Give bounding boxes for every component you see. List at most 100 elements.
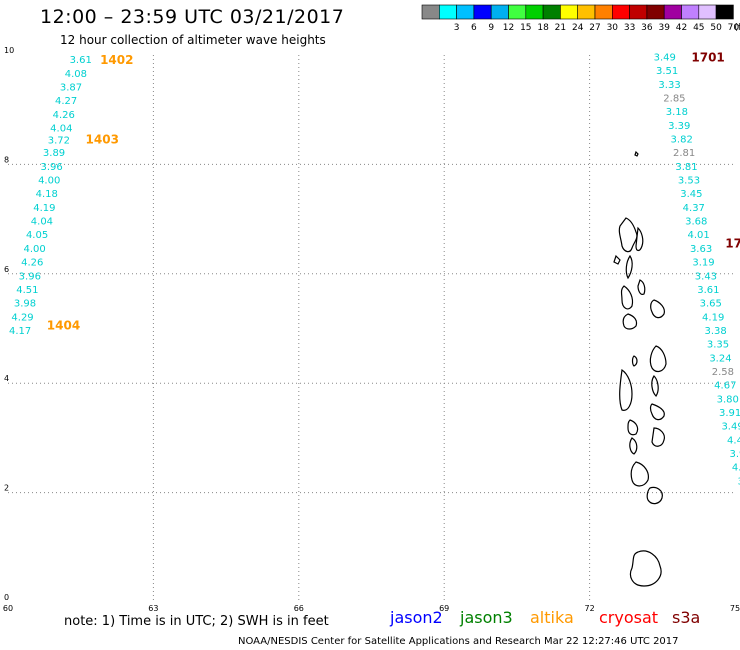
swh-value-label: 3.91: [719, 408, 740, 419]
swh-value-label: 4.27: [55, 96, 77, 107]
swh-value-label: 3.: [737, 476, 740, 487]
swh-value-label: 4.00: [38, 176, 60, 187]
colorbar-swatch: [542, 4, 561, 20]
swh-value-label: 4.00: [24, 244, 46, 255]
colorbar-swatch: [663, 4, 682, 20]
lon-tick-label: 72: [585, 604, 595, 613]
page-title: 12:00 – 23:59 UTC 03/21/2017: [40, 6, 345, 28]
swh-value-label: 3.49: [721, 422, 740, 433]
colorbar-swatch: [577, 4, 596, 20]
swh-value-label: 4.0: [732, 463, 740, 474]
colorbar-swatch: [456, 4, 475, 20]
swh-value-label: 4.19: [702, 312, 724, 323]
lat-tick-label: 10: [4, 46, 14, 55]
colorbar-tick-label: 39: [658, 23, 670, 33]
lat-tick-label: 8: [4, 155, 9, 164]
colorbar-tick-label: 6: [471, 23, 477, 33]
swh-value-label: 3.82: [671, 135, 693, 146]
swh-value-label: 4.04: [50, 124, 72, 135]
footer-credit: NOAA/NESDIS Center for Satellite Applica…: [238, 636, 679, 647]
island-outline: [618, 217, 638, 253]
swh-value-label: 3.45: [680, 189, 702, 200]
swh-value-label: 4.29: [11, 312, 33, 323]
colorbar-swatch: [490, 4, 509, 20]
lon-tick-label: 66: [294, 604, 304, 613]
island-outline: [635, 226, 644, 252]
island-outline: [651, 427, 665, 447]
lat-tick-label: 0: [4, 593, 9, 602]
swh-value-label: 4.26: [53, 110, 75, 121]
island-outline: [622, 313, 638, 330]
swh-value-label: 3.35: [707, 340, 729, 351]
island-outline: [649, 345, 667, 373]
swh-value-label: 4.19: [33, 203, 55, 214]
colorbar-tick-label: 36: [641, 23, 653, 33]
colorbar-tick-label: 18: [537, 23, 549, 33]
maldives-islands: [613, 150, 667, 587]
colorbar-swatch: [611, 4, 630, 20]
colorbar-tick-label: 3: [454, 23, 460, 33]
island-outline: [625, 254, 633, 280]
lon-tick-label: 75: [730, 604, 740, 613]
pass-time-label: 1701: [691, 50, 724, 64]
swh-value-label: 3.68: [685, 217, 707, 228]
island-outline: [637, 279, 646, 295]
island-outline: [634, 150, 639, 157]
colorbar-tick-label: 21: [555, 23, 566, 33]
swh-value-label: 3.63: [690, 244, 712, 255]
mission-altika: altika: [530, 608, 574, 627]
swh-value-label: 3.39: [668, 121, 690, 132]
colorbar-swatch: [508, 4, 527, 20]
swh-value-label: 3.61: [70, 55, 92, 66]
colorbar-tick-label: 9: [488, 23, 494, 33]
island-outline: [630, 461, 649, 487]
island-outline: [627, 419, 639, 436]
pass-time-label: 1404: [47, 319, 80, 333]
footer-note: note: 1) Time is in UTC; 2) SWH is in fe…: [64, 614, 329, 629]
lat-tick-label: 4: [4, 374, 9, 383]
swh-value-label: 3.51: [656, 66, 678, 77]
swh-value-label: 3.24: [709, 353, 731, 364]
colorbar-tick-label: 70: [728, 23, 740, 33]
swh-value-label: 2.85: [663, 93, 685, 104]
colorbar-tick-label: 30: [607, 23, 619, 33]
page-subtitle: 12 hour collection of altimeter wave hei…: [60, 33, 326, 47]
swh-value-label: 3.89: [43, 148, 65, 159]
swh-value-label: 3.43: [695, 271, 717, 282]
swh-value-label: 4.08: [65, 69, 87, 80]
swh-value-label: 4.26: [21, 258, 43, 269]
island-outline: [629, 550, 662, 587]
swh-value-label: 3.19: [692, 258, 714, 269]
swh-value-label: 3.96: [40, 162, 62, 173]
colorbar-tick-label: 15: [520, 23, 531, 33]
mission-s3a: s3a: [672, 608, 701, 627]
swh-value-label: 4.01: [688, 230, 710, 241]
island-outline: [629, 437, 638, 455]
island-outline: [620, 285, 634, 310]
swh-value-label: 4.4: [727, 435, 740, 446]
swh-value-label: 4.04: [31, 217, 53, 228]
swh-value-label: 2.58: [712, 367, 734, 378]
pass-time-label: 17: [725, 236, 740, 250]
colorbar-tick-label: 42: [676, 23, 687, 33]
lon-tick-label: 63: [148, 604, 158, 613]
colorbar-swatch: [594, 4, 613, 20]
colorbar-tick-label: 50: [710, 23, 722, 33]
mission-jason3: jason3: [460, 608, 513, 627]
swh-value-label: 3.65: [700, 299, 722, 310]
swh-value-label: 3.87: [60, 83, 82, 94]
colorbar-swatch: [525, 4, 544, 20]
colorbar-swatch: [681, 4, 700, 20]
colorbar-swatch: [646, 4, 665, 20]
altimeter-track-labels: 3.614.083.874.274.264.043.723.893.964.00…: [9, 50, 740, 487]
colorbar-tick-label: 45: [693, 23, 704, 33]
swh-value-label: 4.18: [36, 189, 58, 200]
swh-value-label: 3.49: [654, 52, 676, 63]
colorbar-swatch: [473, 4, 492, 20]
swh-value-label: 2.81: [673, 148, 695, 159]
map-grid: 60 63 66 69 72 75 0 2 4 6 8 10: [3, 46, 740, 613]
island-outline: [613, 254, 621, 265]
swh-value-label: 4.51: [16, 285, 38, 296]
